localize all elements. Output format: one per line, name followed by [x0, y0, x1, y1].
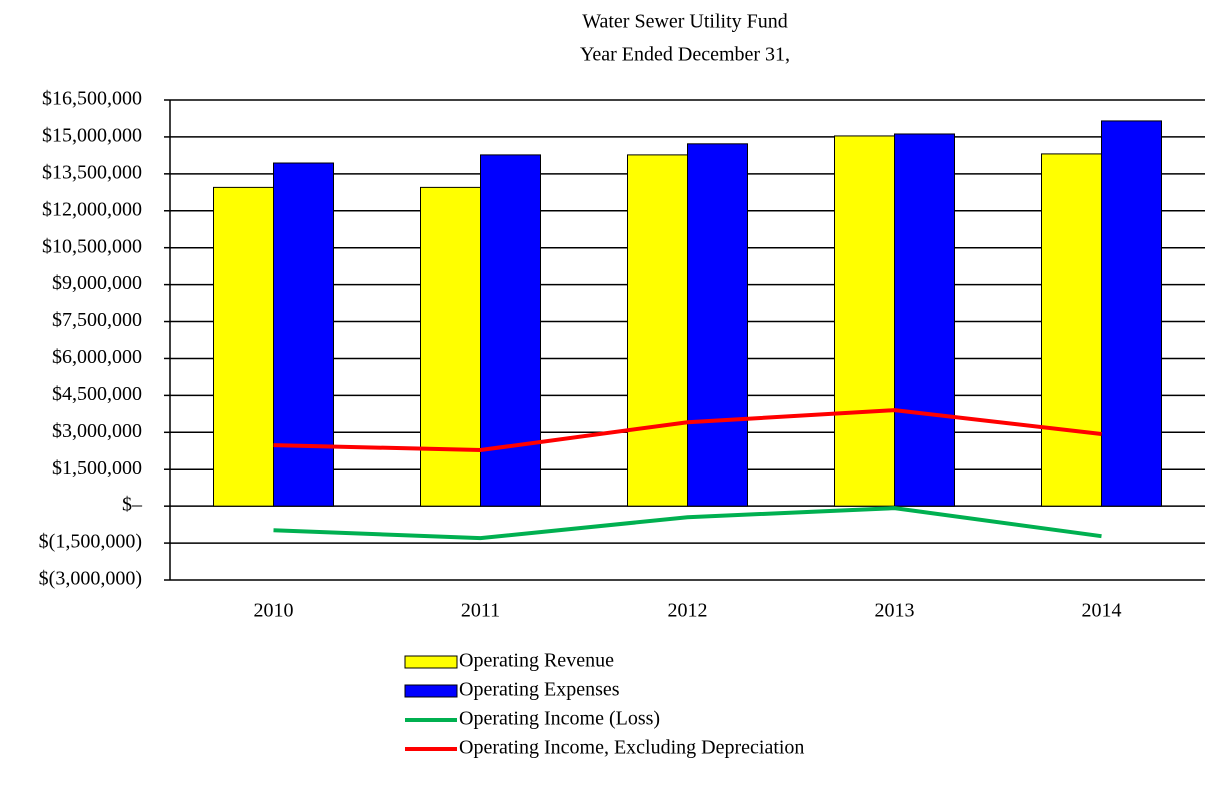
bar [213, 186, 274, 507]
y-tick-label: $12,000,000 [42, 198, 142, 220]
line-series [273, 408, 1102, 453]
bar [1041, 153, 1102, 507]
x-tick-label: 2012 [668, 600, 708, 622]
y-tick-label: $4,500,000 [52, 383, 142, 405]
x-tick-label: 2011 [461, 600, 500, 622]
y-tick-label: $10,500,000 [42, 235, 142, 257]
x-tick-label: 2013 [875, 600, 915, 622]
legend-swatch [404, 684, 458, 698]
bar [273, 162, 334, 507]
y-tick-label: $1,500,000 [52, 457, 142, 479]
y-tick-label: $6,000,000 [52, 346, 142, 368]
bar [687, 143, 748, 507]
y-tick-label: $(1,500,000) [39, 531, 142, 553]
y-tick-label: $7,500,000 [52, 309, 142, 331]
y-tick-label: $16,500,000 [42, 88, 142, 110]
line-series [273, 506, 1102, 541]
legend-label: Operating Expenses [459, 679, 620, 701]
x-tick-label: 2010 [254, 600, 294, 622]
y-tick-label: $(3,000,000) [39, 568, 142, 590]
y-tick-label: $3,000,000 [52, 420, 142, 442]
bar [627, 154, 688, 507]
y-tick-label: $– [122, 494, 143, 516]
y-tick-label: $9,000,000 [52, 272, 142, 294]
bar [894, 133, 955, 507]
y-tick-label: $13,500,000 [42, 161, 142, 183]
legend-swatch [404, 655, 458, 669]
bar [834, 135, 895, 507]
chart-subtitle: Year Ended December 31, [580, 44, 790, 66]
bar [480, 154, 541, 507]
legend-label: Operating Revenue [459, 650, 614, 672]
legend-label: Operating Income, Excluding Depreciation [459, 737, 804, 759]
bar [420, 186, 481, 507]
chart-title: Water Sewer Utility Fund [582, 11, 788, 33]
y-tick-label: $15,000,000 [42, 125, 142, 147]
x-tick-label: 2014 [1082, 600, 1122, 622]
bar [1101, 120, 1162, 507]
legend-label: Operating Income (Loss) [459, 708, 660, 730]
